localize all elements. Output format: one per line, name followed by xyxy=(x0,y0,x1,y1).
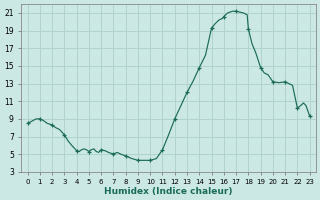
X-axis label: Humidex (Indice chaleur): Humidex (Indice chaleur) xyxy=(104,187,233,196)
